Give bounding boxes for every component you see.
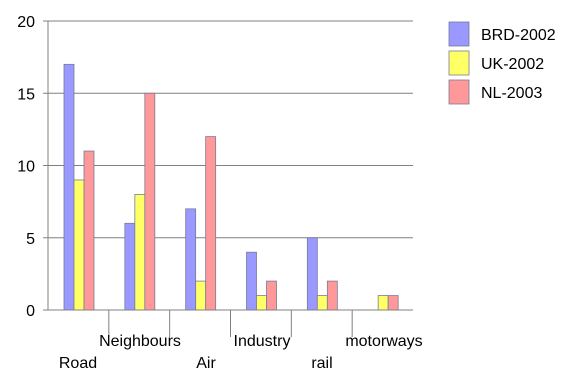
bar-nl-2003-road xyxy=(83,150,95,311)
bar-uk-2002-motorways xyxy=(377,295,389,311)
legend: BRD-2002 UK-2002 NL-2003 xyxy=(448,21,556,105)
y-tick-label: 15 xyxy=(17,86,35,103)
bar-nl-2003-neighbours xyxy=(144,92,156,311)
bar-uk-2002-rail xyxy=(316,295,328,311)
x-tick-label: motorways xyxy=(345,333,422,350)
x-tick-label: Road xyxy=(59,355,97,370)
gridlines xyxy=(48,20,413,239)
bar-nl-2003-air xyxy=(205,136,217,311)
bar-uk-2002-industry xyxy=(256,295,267,311)
bar-brd-2002-air xyxy=(185,208,197,311)
legend-swatch xyxy=(448,50,470,76)
y-tick-label: 10 xyxy=(17,159,35,176)
axes xyxy=(43,20,413,337)
bar-nl-2003-rail xyxy=(326,280,338,311)
bar-brd-2002-neighbours xyxy=(124,222,136,311)
y-tick-label: 0 xyxy=(26,303,35,320)
bars xyxy=(63,63,399,311)
bar-brd-2002-road xyxy=(63,63,75,311)
legend-label: BRD-2002 xyxy=(481,27,556,44)
bar-uk-2002-road xyxy=(73,179,85,311)
x-tick-label: rail xyxy=(311,355,332,370)
bar-nl-2003-motorways xyxy=(387,295,399,311)
x-tick-label: Industry xyxy=(234,333,291,350)
legend-label: UK-2002 xyxy=(481,56,544,73)
legend-label: NL-2003 xyxy=(481,85,542,102)
legend-swatch xyxy=(448,21,470,47)
x-tick-label: Air xyxy=(196,355,216,370)
x-tick-label: Neighbours xyxy=(99,333,181,350)
bar-brd-2002-industry xyxy=(246,251,257,311)
y-tick-labels: 0 5 10 15 20 xyxy=(17,14,35,320)
bar-uk-2002-neighbours xyxy=(134,193,146,311)
bar-uk-2002-air xyxy=(195,280,207,311)
bar-nl-2003-industry xyxy=(266,280,277,311)
legend-swatch xyxy=(448,79,470,105)
y-tick-label: 20 xyxy=(17,14,35,31)
bar-brd-2002-rail xyxy=(306,237,318,311)
y-tick-label: 5 xyxy=(26,231,35,248)
